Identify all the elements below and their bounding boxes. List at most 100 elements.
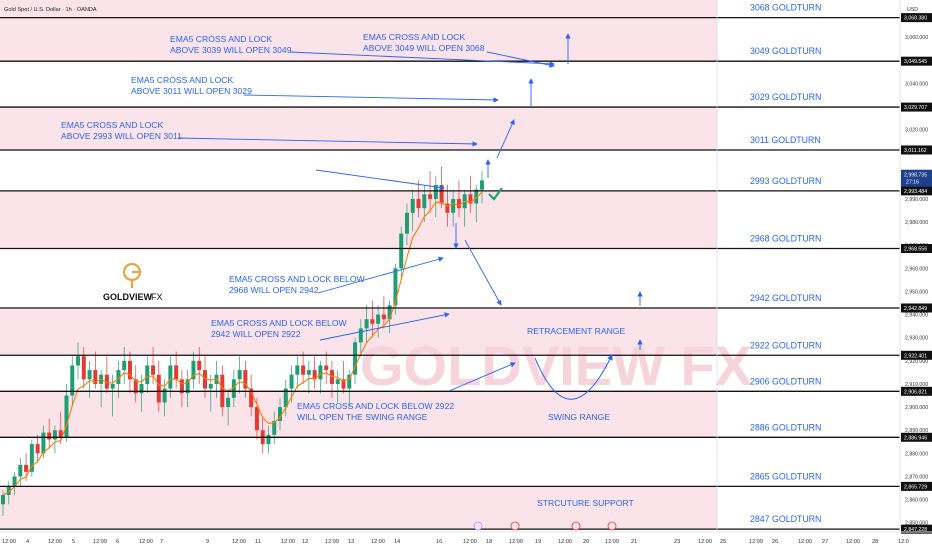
- level-price-tag-text: 2,968.556: [904, 247, 927, 253]
- candle-body: [404, 212, 409, 234]
- candle-body: [6, 485, 11, 495]
- annotation-line: EMA5 CROSS AND LOCK: [170, 34, 272, 44]
- annotation-line: 2968 WILL OPEN 2942: [229, 285, 319, 295]
- x-tick-label: 18: [486, 539, 492, 545]
- goldturn-label: 2865 GOLDTURN: [750, 471, 821, 481]
- candle-body: [318, 365, 323, 380]
- level-price-tag-text: 2,922.401: [904, 353, 927, 359]
- x-tick-label: 12:00: [509, 539, 523, 545]
- candle-body: [301, 365, 306, 375]
- zone-band: [0, 190, 717, 249]
- projection-arrow: [464, 239, 502, 306]
- level-price-tag: [901, 481, 932, 491]
- projection-arrow: [319, 312, 450, 341]
- logo-suffix: FX: [151, 292, 163, 302]
- y-tick-label: 2,870.000: [905, 474, 928, 480]
- ema5-line: [2, 191, 483, 496]
- x-tick-label: 26: [772, 539, 778, 545]
- candle-body: [410, 198, 415, 213]
- x-tick-label: 12:00: [2, 539, 16, 545]
- x-tick-label: 12:00: [371, 539, 385, 545]
- zone-label: RETRACEMENT RANGE: [527, 326, 625, 336]
- candle-body: [197, 360, 202, 371]
- candles-series: [1, 166, 484, 516]
- candle-countdown: 27:16: [906, 180, 919, 186]
- candle-body: [1, 494, 5, 505]
- goldturn-label: 2886 GOLDTURN: [750, 422, 821, 432]
- y-tick-label: 2,900.000: [905, 405, 928, 411]
- us-flag-event-icon: [510, 521, 520, 531]
- candle-body: [12, 476, 17, 486]
- zone-label: SWING RANGE: [548, 412, 610, 422]
- level-price-tag-text: 3,029.707: [904, 105, 927, 111]
- candle-body: [93, 370, 98, 384]
- candle-body: [110, 383, 115, 389]
- goldturn-label: 3011 GOLDTURN: [750, 135, 821, 145]
- projection-arrows: [177, 33, 643, 400]
- swing-range-curve: [534, 354, 613, 400]
- level-price-tag: [901, 350, 932, 360]
- level-price-tag-text: 2,886.946: [904, 435, 927, 441]
- y-tick-label: 2,920.000: [905, 359, 928, 365]
- level-price-tag: [901, 56, 932, 66]
- annotation-line: EMA5 CROSS AND LOCK BELOW: [211, 318, 348, 328]
- projection-arrow: [486, 51, 555, 68]
- candle-body: [370, 319, 375, 324]
- candle-body: [295, 365, 300, 375]
- zone-label: STRCUTURE SUPPORT: [537, 498, 635, 508]
- time-axis[interactable]: 12:00 4 12:00 5 12:00 6 12:00 7 9 12:00 11 12:00 12 1…: [2, 539, 909, 545]
- candle-body: [58, 430, 63, 438]
- candle-body: [428, 194, 433, 199]
- goldturn-label: 2942 GOLDTURN: [750, 293, 821, 303]
- x-tick-label: 28: [872, 539, 878, 545]
- candle-body: [64, 395, 69, 438]
- candle-body: [81, 356, 86, 380]
- annotation-line: 2942 WILL OPEN 2922: [211, 329, 301, 339]
- candle-body: [445, 203, 450, 213]
- x-tick-label: 12:00: [463, 539, 477, 545]
- y-tick-label: 3,020.000: [905, 128, 928, 134]
- y-tick-label: 3,060.000: [905, 35, 928, 41]
- x-tick-label: 12:00: [281, 539, 295, 545]
- candle-body: [439, 185, 444, 204]
- goldturn-label: 3049 GOLDTURN: [750, 46, 821, 56]
- currency-label: USD: [907, 7, 918, 13]
- level-price-tag: [901, 102, 932, 112]
- projection-arrow: [317, 256, 444, 294]
- y-tick-label: 2,880.000: [905, 451, 928, 457]
- candle-body: [122, 360, 127, 371]
- x-tick-label: 16: [436, 539, 442, 545]
- event-icons: [473, 521, 617, 531]
- annotation-line: WILL OPEN THE SWING RANGE: [297, 412, 428, 422]
- candle-body: [52, 430, 57, 440]
- goldturn-label: 2922 GOLDTURN: [750, 340, 821, 350]
- annotation-line: ABOVE 3011 WILL OPEN 3029: [131, 86, 252, 96]
- annotation-line: EMA5 CROSS AND LOCK: [61, 120, 163, 130]
- projection-arrow: [243, 94, 499, 103]
- x-tick-label: 12:00: [698, 539, 712, 545]
- zone-band: [0, 307, 717, 356]
- y-tick-label: 2,850.000: [905, 521, 928, 527]
- candle-body: [116, 370, 121, 384]
- goldturn-label: 3068 GOLDTURN: [750, 3, 821, 13]
- candle-body: [87, 370, 92, 380]
- candle-body: [254, 407, 259, 431]
- y-tick-label: 2,860.000: [905, 498, 928, 504]
- y-tick-label: 2,980.000: [905, 220, 928, 226]
- candle-body: [456, 198, 461, 209]
- candle-body: [335, 379, 340, 384]
- x-tick-label: 12: [302, 539, 308, 545]
- candle-body: [179, 379, 184, 394]
- zone-band: [0, 0, 717, 18]
- candle-body: [35, 444, 40, 454]
- x-tick-label: 25: [720, 539, 726, 545]
- y-tick-label: 2,990.000: [905, 197, 928, 203]
- x-tick-label: 14: [394, 539, 400, 545]
- x-tick-label: 27: [822, 539, 828, 545]
- chart-title: Gold Spot / U.S. Dollar · 1h · OANDA: [4, 7, 97, 13]
- candle-body: [381, 314, 386, 320]
- zone-band: [0, 17, 717, 62]
- candle-body: [127, 360, 132, 380]
